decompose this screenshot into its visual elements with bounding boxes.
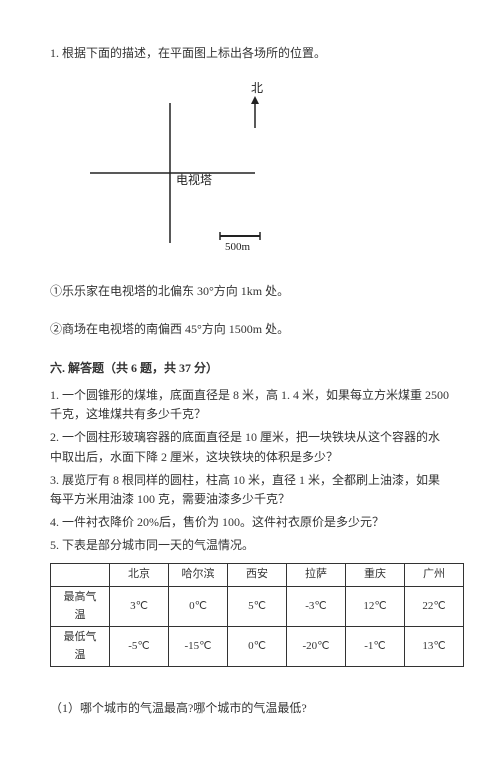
s6-q1: 1. 一个圆锥形的煤堆，底面直径是 8 米，高 1. 4 米，如果每立方米煤重 …	[50, 386, 450, 424]
table-cell: 12℃	[346, 587, 405, 627]
table-header-cell: 哈尔滨	[169, 564, 228, 587]
table-cell: 0℃	[228, 627, 287, 667]
table-cell: -20℃	[287, 627, 346, 667]
table-header-cell: 北京	[110, 564, 169, 587]
svg-text:北: 北	[251, 81, 263, 95]
row-label: 最低气温	[51, 627, 110, 667]
s6-q4: 4. 一件衬衣降价 20%后，售价为 100。这件衬衣原价是多少元？	[50, 513, 450, 532]
s6-q5: 5. 下表是部分城市同一天的气温情况。	[50, 536, 450, 555]
table-cell: 3℃	[110, 587, 169, 627]
row-label: 最高气温	[51, 587, 110, 627]
s6-q3: 3. 展览厅有 8 根同样的圆柱，柱高 10 米，直径 1 米，全都刷上油漆，如…	[50, 471, 450, 509]
table-header-cell: 拉萨	[287, 564, 346, 587]
table-cell: 5℃	[228, 587, 287, 627]
table-header-cell: 广州	[405, 564, 464, 587]
table-row: 最高气温3℃0℃5℃-3℃12℃22℃	[51, 587, 464, 627]
table-cell: -1℃	[346, 627, 405, 667]
table-cell: -3℃	[287, 587, 346, 627]
q1-sub2: ②商场在电视塔的南偏西 45°方向 1500m 处。	[50, 320, 450, 339]
table-header-cell: 重庆	[346, 564, 405, 587]
tv-tower-diagram: 电视塔 北 500m	[80, 78, 280, 258]
s6-q5-sub1: （1）哪个城市的气温最高?哪个城市的气温最低?	[50, 699, 450, 718]
diagram-container: 电视塔 北 500m	[80, 78, 450, 264]
s6-q2: 2. 一个圆柱形玻璃容器的底面直径是 10 厘米，把一块铁块从这个容器的水中取出…	[50, 428, 450, 466]
table-header-row: 北京哈尔滨西安拉萨重庆广州	[51, 564, 464, 587]
table-header-cell	[51, 564, 110, 587]
table-cell: 22℃	[405, 587, 464, 627]
temperature-table: 北京哈尔滨西安拉萨重庆广州 最高气温3℃0℃5℃-3℃12℃22℃最低气温-5℃…	[50, 563, 464, 667]
table-header-cell: 西安	[228, 564, 287, 587]
table-cell: -5℃	[110, 627, 169, 667]
table-cell: 0℃	[169, 587, 228, 627]
svg-text:电视塔: 电视塔	[176, 172, 212, 187]
table-cell: -15℃	[169, 627, 228, 667]
section6-title: 六. 解答题（共 6 题，共 37 分）	[50, 359, 450, 378]
table-cell: 13℃	[405, 627, 464, 667]
table-row: 最低气温-5℃-15℃0℃-20℃-1℃13℃	[51, 627, 464, 667]
table-body: 最高气温3℃0℃5℃-3℃12℃22℃最低气温-5℃-15℃0℃-20℃-1℃1…	[51, 587, 464, 667]
svg-text:500m: 500m	[225, 241, 251, 253]
q1-sub1: ①乐乐家在电视塔的北偏东 30°方向 1km 处。	[50, 282, 450, 301]
q1-prompt: 1. 根据下面的描述，在平面图上标出各场所的位置。	[50, 44, 450, 63]
